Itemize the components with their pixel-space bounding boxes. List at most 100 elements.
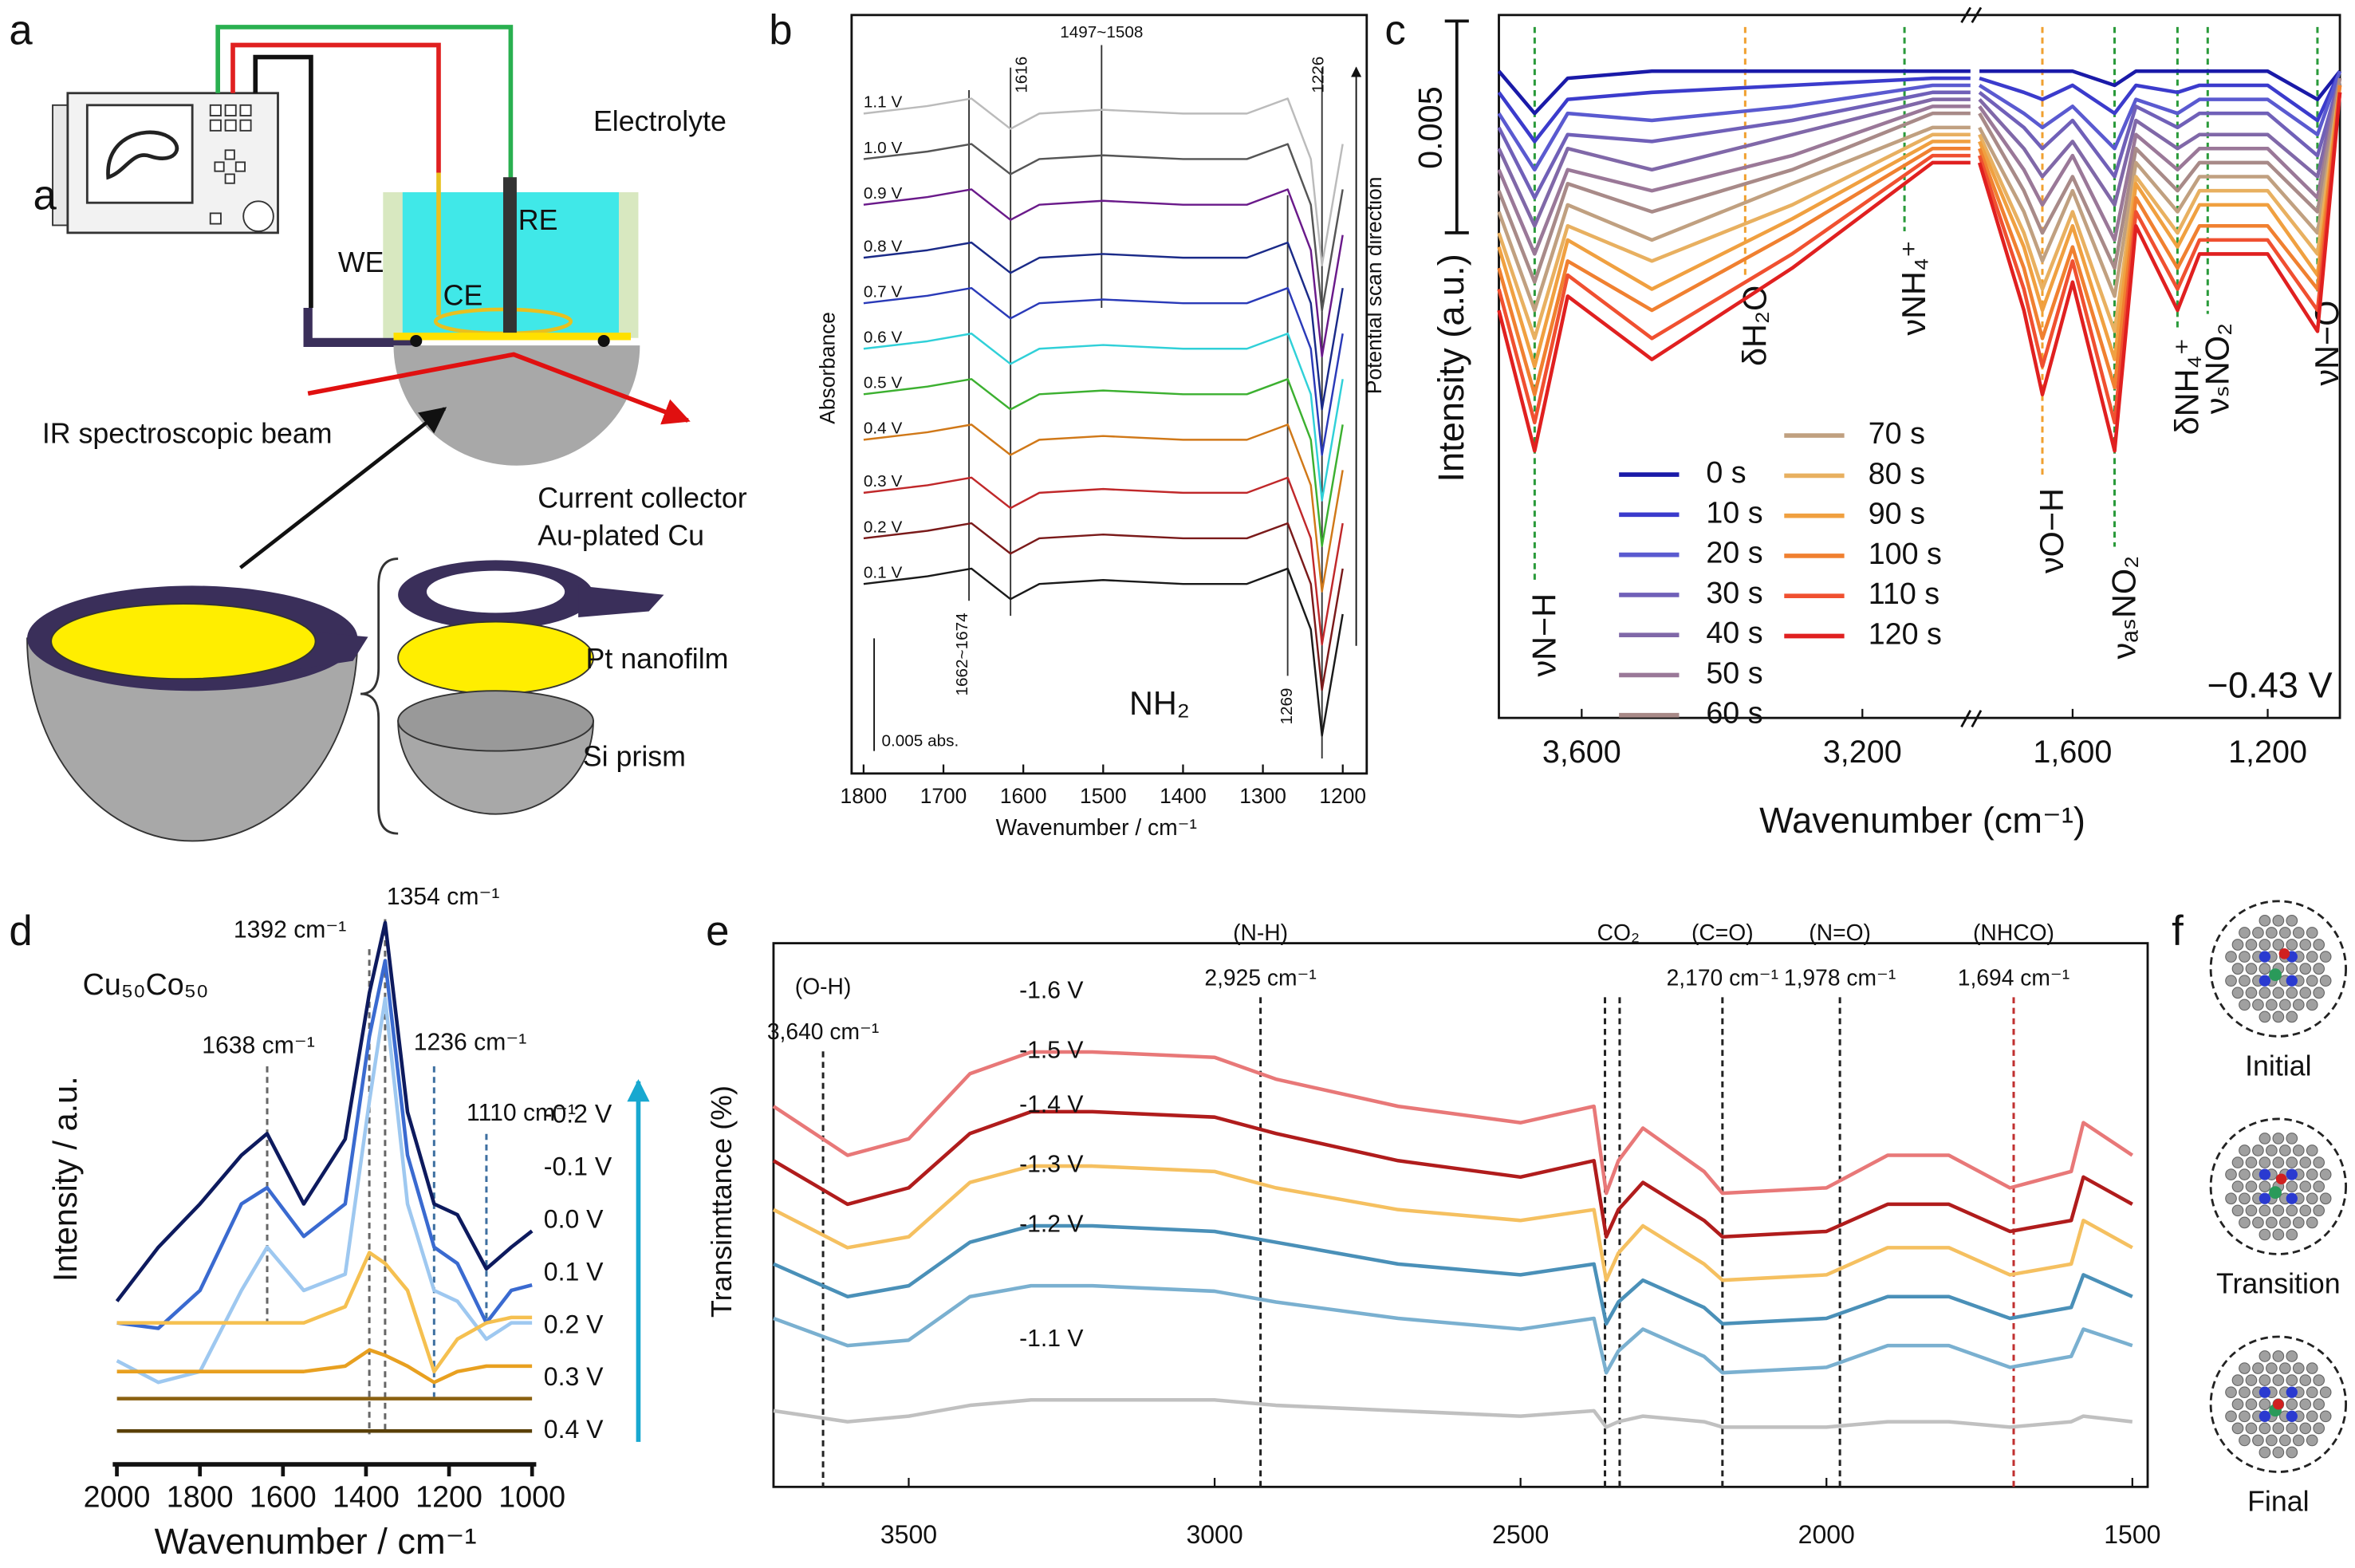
- series-line: [1497, 77, 2342, 228]
- series-line: [115, 920, 534, 1302]
- atom: [2306, 1168, 2318, 1180]
- wire-ce: [230, 42, 441, 173]
- atom: [2245, 1422, 2258, 1435]
- atom: [2306, 999, 2318, 1011]
- ir-beam: [307, 352, 691, 425]
- series-line: [116, 1251, 533, 1373]
- legend-label: 60 s: [1706, 696, 1762, 730]
- series-label: 0.1 V: [544, 1257, 604, 1286]
- x-axis-label: Wavenumber / cm⁻¹: [155, 1521, 477, 1562]
- series-line: [773, 1398, 2133, 1429]
- series-label: 0.6 V: [864, 329, 903, 347]
- arrow-label: Potential scan direction: [1362, 177, 1386, 395]
- annotation-name: CO₂: [1597, 920, 1640, 945]
- atom-o: [2278, 948, 2290, 959]
- atom: [2306, 1410, 2318, 1423]
- atom: [2286, 1180, 2298, 1193]
- atom: [2313, 1422, 2325, 1435]
- potential-label: −0.43 V: [2207, 664, 2333, 705]
- series-label: -1.3 V: [1019, 1152, 1083, 1178]
- atom: [2252, 927, 2264, 939]
- atom: [2306, 1192, 2318, 1205]
- atom: [2286, 915, 2298, 927]
- atom: [2225, 1168, 2237, 1180]
- atom: [2259, 1156, 2271, 1168]
- atom: [2259, 1398, 2271, 1411]
- atom: [2292, 1362, 2305, 1374]
- series-line: [1497, 85, 2342, 313]
- series-label: 0.2 V: [544, 1310, 604, 1338]
- prism-top: [397, 690, 594, 752]
- atom: [2292, 1144, 2305, 1156]
- legend-label: 90 s: [1869, 497, 1925, 530]
- x-tick-label: 3500: [880, 1520, 937, 1549]
- buttons: [209, 104, 274, 232]
- atom: [2278, 1434, 2291, 1447]
- atom: [2259, 915, 2271, 927]
- annotation-name: (O-H): [795, 974, 852, 999]
- atom: [2286, 1446, 2298, 1459]
- series-line: [1497, 92, 2342, 425]
- atom: [2231, 1374, 2244, 1386]
- atom-n: [2259, 975, 2271, 987]
- atom: [2239, 1168, 2251, 1180]
- atom: [2245, 1204, 2258, 1217]
- legend-label: 80 s: [1869, 456, 1925, 490]
- x-tick-label: 3000: [1186, 1520, 1242, 1549]
- atom: [2272, 1156, 2285, 1168]
- atom-n: [2259, 1168, 2271, 1180]
- atom: [2272, 1446, 2285, 1459]
- sample-label: Cu₅₀Co₅₀: [83, 967, 209, 1001]
- atom: [2245, 939, 2258, 951]
- annotation-name: (C=O): [1691, 920, 1754, 945]
- atom: [2231, 1156, 2244, 1168]
- atom: [2259, 1350, 2271, 1362]
- atom: [2245, 1156, 2258, 1168]
- atom: [2272, 987, 2285, 999]
- atom: [2272, 1204, 2285, 1217]
- atom: [2313, 939, 2325, 951]
- series-line: [116, 1348, 533, 1385]
- series-label: -0.2 V: [544, 1100, 612, 1129]
- annotation: 1269: [1278, 687, 1296, 724]
- atom: [2231, 963, 2244, 975]
- collector-hole: [426, 570, 565, 613]
- atom: [2306, 927, 2318, 939]
- annotation: νNH₄⁺: [1896, 240, 1932, 335]
- series-line: [1497, 85, 2342, 396]
- y-axis-label: Transimttance (%): [706, 1085, 738, 1318]
- atom: [2292, 999, 2305, 1011]
- series-line: [773, 1223, 2133, 1326]
- legend-label: 100 s: [1869, 537, 1942, 570]
- x-tick-label: 1000: [498, 1479, 565, 1513]
- x-tick-label: 1300: [1239, 784, 1286, 808]
- x-tick-label: 1700: [920, 784, 967, 808]
- contact: [410, 334, 423, 348]
- atom: [2231, 939, 2244, 951]
- series-line: [1497, 70, 2342, 144]
- atom: [2278, 1362, 2291, 1374]
- series-label: 1.1 V: [864, 93, 903, 112]
- structure-caption: Final: [2247, 1485, 2310, 1517]
- atom: [2239, 1144, 2251, 1156]
- scale-bar-label: 0.005 abs.: [882, 732, 959, 751]
- annotation: 3,640 cm⁻¹: [767, 1018, 879, 1044]
- atom: [2239, 1410, 2251, 1423]
- atom: [2239, 1216, 2251, 1229]
- series-line: [863, 97, 1344, 266]
- annotation: 1110 cm⁻¹: [467, 1100, 576, 1126]
- atom: [2286, 1156, 2298, 1168]
- atom: [2299, 987, 2312, 999]
- series-line: [863, 567, 1344, 737]
- atom: [2292, 1434, 2305, 1447]
- series-label: 0.3 V: [544, 1362, 604, 1391]
- atom: [2239, 1192, 2251, 1205]
- series-line: [863, 286, 1344, 456]
- series-label: 0.3 V: [864, 472, 903, 490]
- atom: [2278, 1216, 2291, 1229]
- series-label: 0.8 V: [864, 237, 903, 255]
- series-line: [863, 188, 1344, 358]
- series-line: [863, 378, 1344, 547]
- series-line: [863, 333, 1344, 502]
- plot-frame: [772, 942, 2149, 1488]
